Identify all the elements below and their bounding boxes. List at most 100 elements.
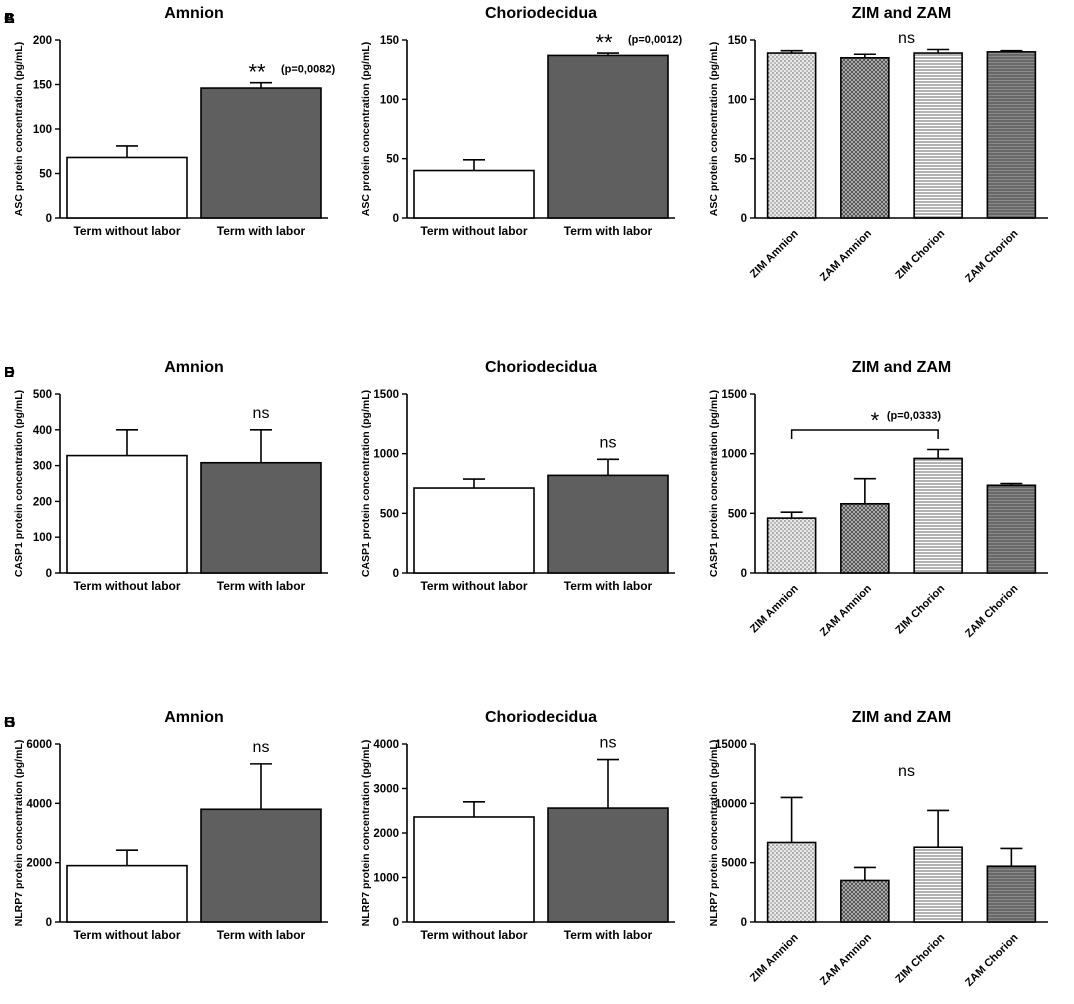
y-axis-label: NLRP7 protein concentration (pg/mL)	[708, 740, 720, 927]
chart-title: Choriodecidua	[485, 709, 597, 726]
x-category-label: ZAM Chorion	[963, 582, 1021, 640]
panel-label: I	[4, 714, 8, 731]
panel-label: B	[4, 10, 15, 27]
x-category-label: Term without labor	[420, 579, 527, 593]
y-tick-label: 150	[728, 35, 747, 47]
y-tick-label: 4000	[26, 798, 52, 810]
y-tick-label: 50	[39, 169, 52, 181]
chart-title: Choriodecidua	[485, 5, 597, 22]
chart-title: Amnion	[164, 5, 224, 22]
y-tick-label: 1000	[373, 449, 399, 461]
significance-marker: *	[871, 408, 880, 433]
x-category-label: Term without labor	[420, 224, 527, 238]
y-tick-label: 1000	[721, 449, 747, 461]
bar	[913, 846, 963, 923]
panel-label: C	[4, 10, 15, 27]
y-tick-label: 0	[46, 568, 52, 580]
x-category-label: ZAM Amnion	[818, 931, 874, 987]
x-category-label: Term with labor	[217, 928, 306, 942]
bar	[547, 474, 669, 574]
p-value-label: (p=0,0012)	[628, 34, 682, 46]
x-category-label: Term without labor	[73, 579, 180, 593]
x-category-label: ZAM Amnion	[818, 227, 874, 283]
ns-label: ns	[253, 739, 270, 756]
x-category-label: Term without labor	[73, 928, 180, 942]
y-tick-label: 2000	[373, 828, 399, 840]
panel-b: B Choriodecidua ASC protein concentration …	[4, 5, 682, 238]
panel-label: G	[4, 714, 16, 731]
y-tick-label: 100	[33, 124, 52, 136]
y-tick-label: 6000	[26, 739, 52, 751]
significance-marker: **	[248, 60, 266, 85]
y-tick-label: 100	[728, 94, 747, 106]
panel-label: E	[4, 364, 14, 381]
bar	[413, 487, 535, 574]
x-category-label: Term with labor	[217, 224, 306, 238]
bar	[840, 879, 890, 923]
chart-title: ZIM and ZAM	[852, 5, 952, 22]
panel-label: F	[4, 364, 13, 381]
significance-bracket	[790, 429, 939, 439]
ns-label: ns	[253, 405, 270, 422]
y-tick-label: 10000	[715, 798, 747, 810]
bar	[547, 54, 669, 219]
bar	[413, 816, 535, 923]
x-category-label: ZAM Chorion	[963, 227, 1021, 285]
x-category-label: ZIM Chorion	[893, 227, 947, 281]
panel-label: A	[4, 10, 15, 27]
panel-e: E Choriodecidua CASP1 protein concentratio…	[4, 359, 675, 593]
bar	[766, 841, 817, 923]
y-axis-label: CASP1 protein concentration (pg/mL)	[360, 390, 372, 577]
y-axis-label: ASC protein concentration (pg/mL)	[360, 42, 372, 216]
ns-label: ns	[600, 735, 617, 752]
bar	[913, 457, 963, 574]
p-value-label: (p=0,0333)	[887, 410, 941, 422]
bar	[200, 87, 322, 219]
y-tick-label: 4000	[373, 739, 399, 751]
panel-g: G Amnion NLRP7 protein concentration (pg/m…	[4, 709, 328, 942]
y-tick-label: 100	[33, 532, 52, 544]
y-tick-label: 500	[728, 508, 747, 520]
x-category-label: Term with labor	[564, 224, 653, 238]
y-tick-label: 100	[380, 94, 399, 106]
bar	[66, 454, 188, 574]
y-tick-label: 400	[33, 425, 52, 437]
y-tick-label: 5000	[721, 858, 747, 870]
chart-title: Amnion	[164, 709, 224, 726]
x-category-label: Term without labor	[420, 928, 527, 942]
bar	[766, 52, 817, 219]
y-tick-label: 0	[741, 917, 747, 929]
x-category-label: Term with labor	[564, 928, 653, 942]
p-value-label: (p=0,0082)	[281, 64, 335, 76]
bar	[200, 808, 322, 923]
y-tick-label: 300	[33, 461, 52, 473]
bar	[413, 169, 535, 219]
y-tick-label: 1000	[373, 873, 399, 885]
y-tick-label: 50	[734, 154, 747, 166]
x-category-label: ZAM Chorion	[963, 931, 1021, 989]
y-axis-label: NLRP7 protein concentration (pg/mL)	[360, 740, 372, 927]
panel-d: D Amnion CASP1 protein concentration (pg/m…	[4, 359, 328, 593]
y-tick-label: 500	[33, 389, 52, 401]
chart-title: ZIM and ZAM	[852, 709, 952, 726]
x-category-label: ZIM Chorion	[893, 582, 947, 636]
panel-h: H Choriodecidua NLRP7 protein concentratio…	[4, 709, 675, 942]
x-category-label: Term without labor	[73, 224, 180, 238]
y-axis-label: ASC protein concentration (pg/mL)	[708, 42, 720, 216]
chart-title: Amnion	[164, 359, 224, 376]
x-category-label: ZIM Amnion	[748, 582, 801, 635]
y-tick-label: 50	[386, 154, 399, 166]
y-tick-label: 200	[33, 496, 52, 508]
ns-label: ns	[898, 30, 915, 47]
y-tick-label: 2000	[26, 858, 52, 870]
y-tick-label: 150	[33, 80, 52, 92]
bar	[766, 517, 817, 574]
y-tick-label: 1500	[373, 389, 399, 401]
panel-a: A Amnion ASC protein concentration (pg/mL)…	[4, 5, 335, 238]
y-tick-label: 0	[393, 213, 399, 225]
ns-label: ns	[600, 434, 617, 451]
y-tick-label: 15000	[715, 739, 747, 751]
y-axis-label: CASP1 protein concentration (pg/mL)	[708, 390, 720, 577]
y-tick-label: 200	[33, 35, 52, 47]
